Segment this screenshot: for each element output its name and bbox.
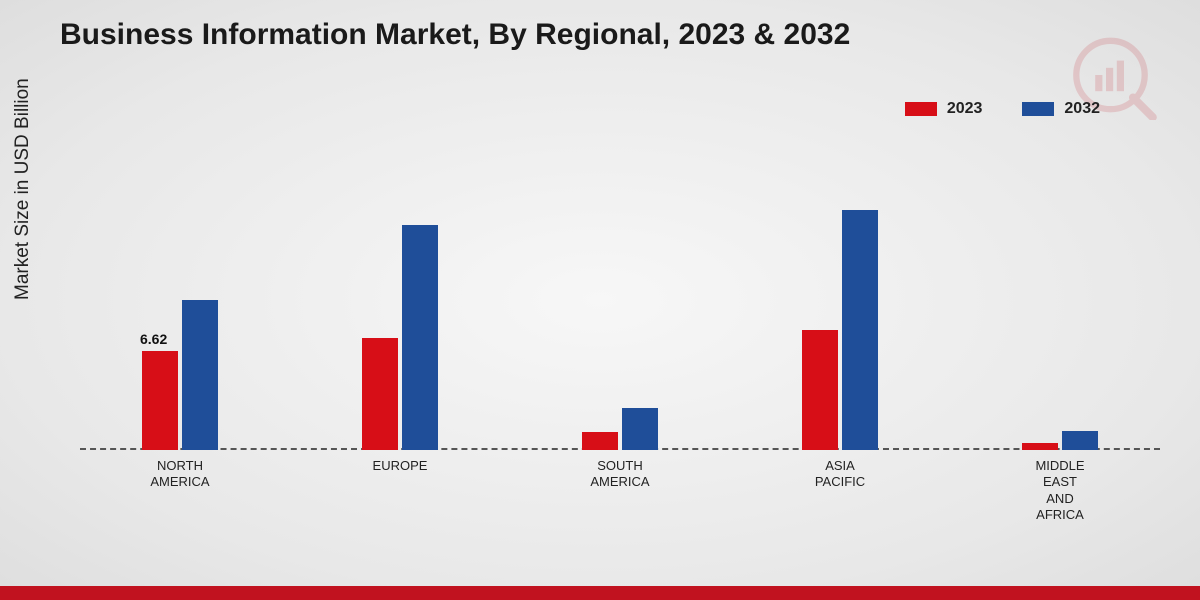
bar-group	[340, 225, 460, 450]
y-axis-label: Market Size in USD Billion	[12, 78, 34, 300]
bar-value-label: 6.62	[140, 331, 167, 347]
legend-swatch-2032	[1022, 102, 1054, 116]
legend-item-2023: 2023	[905, 100, 983, 118]
chart-title: Business Information Market, By Regional…	[60, 18, 850, 52]
category-labels: NORTH AMERICA EUROPE SOUTH AMERICA ASIA PAC…	[80, 450, 1160, 550]
category-label: ASIA PACIFIC	[780, 458, 900, 491]
category-label: NORTH AMERICA	[120, 458, 240, 491]
bar	[142, 351, 178, 450]
bar	[182, 300, 218, 450]
bar-group	[780, 210, 900, 450]
legend-swatch-2023	[905, 102, 937, 116]
bar	[402, 225, 438, 450]
category-label: EUROPE	[340, 458, 460, 474]
bar-group	[560, 408, 680, 450]
category-label: SOUTH AMERICA	[560, 458, 680, 491]
footer-accent-bar	[0, 586, 1200, 600]
bar	[582, 432, 618, 450]
bar	[802, 330, 838, 450]
legend-item-2032: 2032	[1022, 100, 1100, 118]
bar-group	[1000, 431, 1120, 451]
legend-label-2023: 2023	[947, 100, 983, 118]
category-label: MIDDLE EAST AND AFRICA	[1000, 458, 1120, 523]
legend: 2023 2032	[905, 100, 1100, 118]
bar	[1022, 443, 1058, 451]
bar-group: 6.62	[120, 300, 240, 450]
bar	[622, 408, 658, 450]
bar	[362, 338, 398, 451]
bar	[1062, 431, 1098, 451]
legend-label-2032: 2032	[1064, 100, 1100, 118]
plot-area: 6.62	[80, 150, 1160, 450]
bar	[842, 210, 878, 450]
